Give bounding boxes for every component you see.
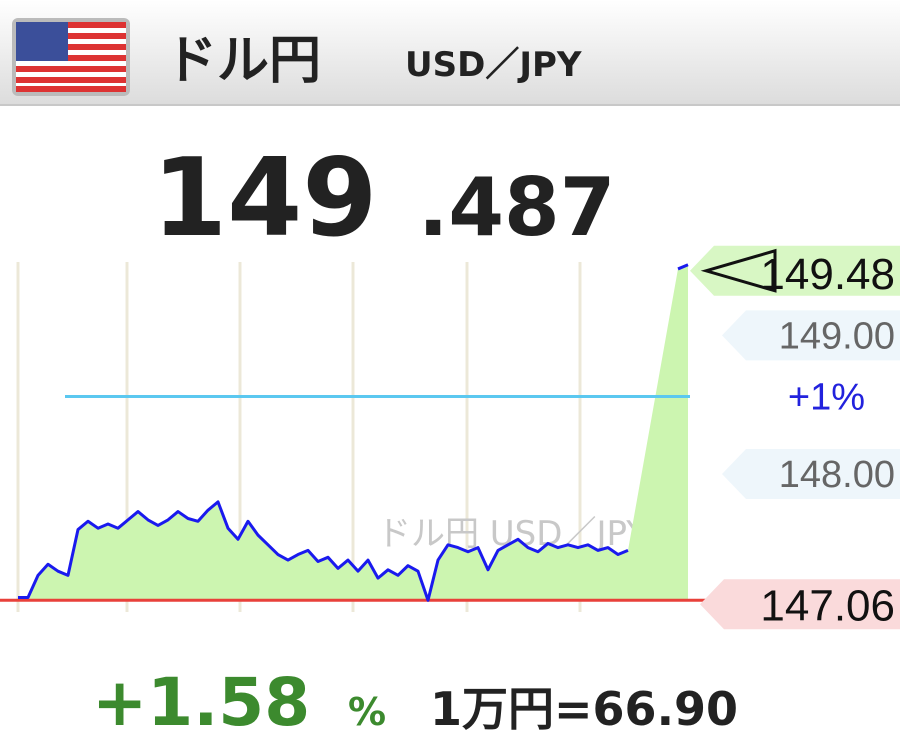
price-integer: 149	[152, 136, 377, 261]
y-tick-callout	[722, 448, 900, 499]
change-value: +1.58	[92, 664, 310, 741]
change-unit: %	[348, 690, 386, 734]
area-fill	[18, 264, 688, 601]
current-marker	[700, 248, 777, 293]
current-callout	[690, 245, 900, 296]
price-line	[677, 263, 689, 271]
y-tick-label: 149.00	[779, 315, 895, 357]
reference-label: +1%	[788, 376, 865, 418]
price-line	[18, 500, 629, 602]
conversion: 1万円=66.90	[430, 682, 738, 736]
current-price-label: 149.48	[760, 250, 895, 299]
y-tick-label: 148.00	[779, 454, 895, 496]
pair-code: USD／JPY	[405, 45, 582, 85]
price-decimal: .487	[418, 161, 615, 254]
y-tick-callout	[722, 310, 900, 361]
reference-label: 147.06	[760, 581, 895, 630]
flag-icon	[12, 18, 130, 96]
header-bar	[0, 0, 900, 105]
plot: 147.06 +1% 149.00 148.00 149.48	[0, 245, 900, 630]
reference-callout	[700, 579, 900, 630]
pair-title: ドル円	[165, 31, 321, 91]
